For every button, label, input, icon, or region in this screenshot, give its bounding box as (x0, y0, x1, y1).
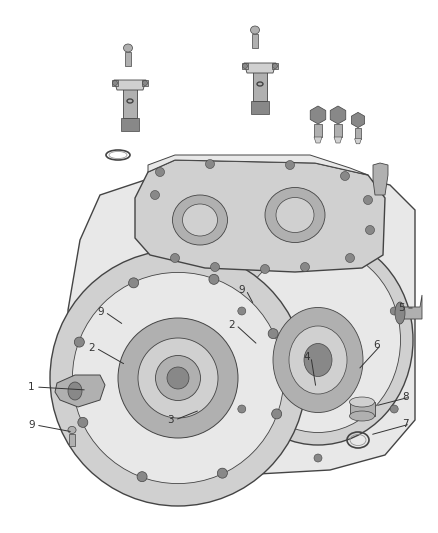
Ellipse shape (78, 417, 88, 427)
Ellipse shape (205, 159, 215, 168)
Polygon shape (355, 139, 361, 144)
Ellipse shape (129, 278, 138, 288)
Text: 9: 9 (238, 285, 245, 295)
Ellipse shape (223, 235, 413, 445)
Polygon shape (123, 88, 137, 118)
Polygon shape (252, 34, 258, 48)
Ellipse shape (251, 26, 259, 34)
Ellipse shape (238, 405, 246, 413)
Ellipse shape (72, 272, 283, 483)
Polygon shape (112, 80, 118, 86)
Polygon shape (334, 137, 342, 143)
Polygon shape (351, 112, 364, 127)
Text: 2: 2 (228, 320, 235, 330)
Polygon shape (121, 118, 139, 131)
Ellipse shape (289, 326, 347, 394)
Polygon shape (314, 124, 322, 137)
Text: 6: 6 (373, 340, 380, 350)
Ellipse shape (395, 302, 405, 324)
Ellipse shape (314, 258, 322, 266)
Ellipse shape (155, 356, 201, 400)
Polygon shape (69, 434, 75, 446)
Polygon shape (135, 160, 385, 272)
Ellipse shape (124, 44, 133, 52)
Ellipse shape (364, 196, 372, 205)
Ellipse shape (286, 160, 294, 169)
Text: 8: 8 (402, 392, 409, 402)
Ellipse shape (209, 274, 219, 284)
Ellipse shape (138, 338, 218, 418)
Polygon shape (334, 124, 342, 137)
Ellipse shape (68, 426, 76, 434)
Polygon shape (148, 155, 368, 175)
Ellipse shape (142, 80, 148, 85)
Text: 7: 7 (402, 419, 409, 429)
Ellipse shape (236, 247, 400, 432)
Text: 1: 1 (28, 382, 35, 392)
Ellipse shape (314, 454, 322, 462)
Text: 5: 5 (398, 303, 405, 313)
Ellipse shape (170, 254, 180, 262)
Ellipse shape (390, 405, 398, 413)
Polygon shape (114, 80, 146, 90)
Polygon shape (68, 168, 415, 475)
Polygon shape (125, 52, 131, 66)
Polygon shape (400, 295, 422, 319)
Ellipse shape (113, 80, 117, 85)
Polygon shape (310, 106, 326, 124)
Polygon shape (242, 63, 248, 69)
Polygon shape (251, 101, 269, 114)
Ellipse shape (390, 307, 398, 315)
Ellipse shape (217, 468, 227, 478)
Ellipse shape (300, 262, 310, 271)
Ellipse shape (276, 198, 314, 232)
Ellipse shape (68, 382, 82, 400)
Ellipse shape (350, 397, 374, 407)
Ellipse shape (183, 204, 218, 236)
Ellipse shape (50, 250, 306, 506)
Ellipse shape (261, 264, 269, 273)
Ellipse shape (155, 167, 165, 176)
Polygon shape (373, 163, 388, 195)
Ellipse shape (365, 225, 374, 235)
Ellipse shape (272, 63, 278, 69)
Text: 3: 3 (167, 415, 173, 425)
Ellipse shape (350, 411, 374, 421)
Ellipse shape (346, 254, 354, 262)
Ellipse shape (238, 307, 246, 315)
Polygon shape (330, 106, 346, 124)
Polygon shape (142, 80, 148, 86)
Ellipse shape (304, 343, 332, 376)
Polygon shape (253, 71, 267, 101)
Text: 9: 9 (28, 420, 35, 430)
Ellipse shape (74, 337, 85, 347)
Ellipse shape (167, 367, 189, 389)
Text: 9: 9 (97, 307, 104, 317)
Polygon shape (272, 63, 278, 69)
Ellipse shape (243, 63, 247, 69)
Ellipse shape (340, 172, 350, 181)
Polygon shape (314, 137, 322, 143)
Polygon shape (350, 402, 375, 416)
Polygon shape (355, 127, 361, 139)
Ellipse shape (273, 308, 363, 413)
Ellipse shape (118, 318, 238, 438)
Polygon shape (55, 375, 105, 407)
Ellipse shape (272, 409, 282, 419)
Text: 4: 4 (303, 352, 310, 362)
Ellipse shape (265, 188, 325, 243)
Ellipse shape (173, 195, 227, 245)
Text: 2: 2 (88, 343, 95, 353)
Ellipse shape (137, 472, 147, 482)
Ellipse shape (268, 329, 278, 338)
Polygon shape (244, 63, 276, 73)
Ellipse shape (211, 262, 219, 271)
Ellipse shape (151, 190, 159, 199)
